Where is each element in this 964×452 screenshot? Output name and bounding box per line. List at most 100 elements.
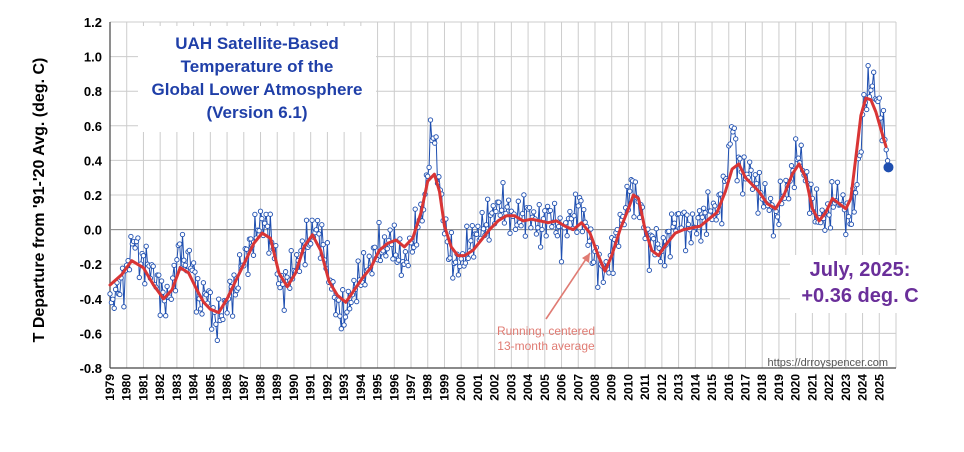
x-tick-label: 1996 <box>387 374 401 401</box>
monthly-point <box>852 190 859 196</box>
y-tick-label: 1.0 <box>84 50 102 65</box>
monthly-point <box>395 257 402 263</box>
monthly-point <box>319 222 325 228</box>
monthly-point <box>493 208 499 215</box>
monthly-point <box>458 256 464 262</box>
monthly-point <box>777 178 783 184</box>
monthly-point <box>880 107 887 114</box>
monthly-point <box>558 259 565 265</box>
monthly-point <box>344 309 350 315</box>
monthly-point <box>181 257 187 263</box>
monthly-point <box>762 180 768 187</box>
monthly-point <box>338 326 344 332</box>
monthly-point <box>384 246 390 252</box>
monthly-point <box>479 209 485 216</box>
monthly-point <box>475 223 481 229</box>
monthly-point <box>235 285 241 291</box>
monthly-point <box>498 207 505 213</box>
monthly-point <box>876 95 882 101</box>
monthly-point <box>571 213 577 219</box>
monthly-point <box>719 221 725 227</box>
monthly-point <box>733 136 739 142</box>
monthly-point <box>793 136 799 142</box>
monthly-point <box>533 231 540 237</box>
monthly-point <box>448 229 455 236</box>
monthly-point <box>158 278 165 284</box>
monthly-point <box>227 278 233 284</box>
monthly-point <box>377 257 384 264</box>
monthly-point <box>432 140 438 146</box>
monthly-point <box>182 262 188 268</box>
monthly-point <box>496 199 502 205</box>
x-tick-label: 2001 <box>471 374 485 401</box>
monthly-point <box>231 272 237 278</box>
x-tick-label: 1993 <box>337 374 351 401</box>
monthly-point <box>579 228 586 235</box>
monthly-point <box>397 236 403 242</box>
monthly-point <box>631 214 637 220</box>
monthly-point <box>748 167 754 173</box>
x-axis-ticks: 1979 1980 1981 1982 1983 1984 1985 1986 1987 1988… <box>103 374 886 401</box>
monthly-point <box>804 169 810 175</box>
monthly-point <box>107 291 113 297</box>
monthly-point <box>650 236 657 242</box>
monthly-point <box>433 134 439 140</box>
running-label-line-2: 13-month average <box>497 339 595 353</box>
monthly-point <box>564 233 570 239</box>
monthly-point <box>822 227 828 233</box>
monthly-point <box>273 242 279 249</box>
monthly-point <box>547 207 554 214</box>
monthly-point <box>263 211 269 218</box>
x-tick-label: 1982 <box>153 374 167 401</box>
x-tick-label: 2022 <box>822 374 836 401</box>
monthly-point <box>232 292 239 298</box>
monthly-point <box>117 291 123 298</box>
monthly-point <box>143 243 149 249</box>
monthly-point <box>160 289 166 295</box>
monthly-point <box>713 217 719 223</box>
x-tick-label: 2003 <box>504 374 518 401</box>
monthly-point <box>157 312 163 318</box>
monthly-point <box>865 62 871 69</box>
monthly-point <box>675 211 682 217</box>
latest-point-group <box>883 162 894 173</box>
monthly-point <box>398 272 404 278</box>
monthly-point <box>843 231 849 238</box>
monthly-point <box>447 255 453 261</box>
monthly-point <box>282 269 289 275</box>
monthly-point <box>786 196 792 202</box>
monthly-point <box>369 271 375 277</box>
monthly-point <box>252 211 258 218</box>
monthly-point <box>213 321 219 327</box>
monthly-point <box>819 207 825 213</box>
monthly-point <box>737 156 743 162</box>
title-line-4: (Version 6.1) <box>206 103 307 122</box>
x-tick-label: 2020 <box>789 374 803 401</box>
monthly-point <box>243 246 250 252</box>
monthly-point <box>689 211 696 217</box>
monthly-point <box>136 274 142 281</box>
monthly-point <box>294 252 300 258</box>
monthly-point <box>316 231 322 237</box>
monthly-point <box>788 163 795 169</box>
monthly-point <box>858 149 864 155</box>
monthly-point <box>770 233 777 239</box>
monthly-point <box>355 258 361 264</box>
monthly-point <box>313 227 319 233</box>
monthly-point <box>539 226 545 233</box>
monthly-point <box>351 277 357 284</box>
monthly-point <box>425 173 431 179</box>
monthly-point <box>727 141 733 147</box>
monthly-point <box>542 208 548 214</box>
monthly-point <box>455 272 462 278</box>
x-tick-label: 2014 <box>688 374 702 401</box>
monthly-point <box>171 262 177 269</box>
monthly-point <box>774 214 781 220</box>
monthly-point <box>869 83 875 89</box>
x-tick-label: 1999 <box>437 374 451 401</box>
monthly-point <box>554 233 561 239</box>
monthly-point <box>752 172 758 178</box>
monthly-point <box>245 271 251 278</box>
x-tick-label: 1994 <box>354 374 368 401</box>
x-tick-label: 1987 <box>237 374 251 401</box>
